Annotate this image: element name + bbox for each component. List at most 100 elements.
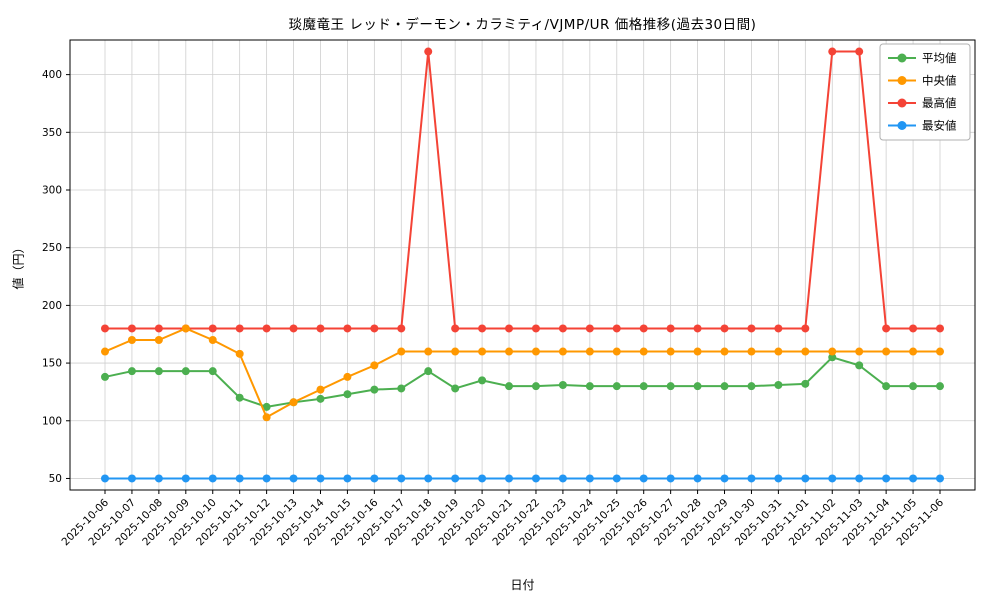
- series-point: [181, 474, 190, 483]
- legend-item-label: 最安値: [922, 119, 957, 133]
- series-point: [154, 324, 163, 333]
- series-point: [289, 324, 298, 333]
- series-point: [505, 382, 514, 391]
- series-point: [855, 347, 864, 356]
- y-tick-label: 250: [42, 242, 62, 254]
- series-point: [585, 324, 594, 333]
- series-point: [101, 372, 109, 381]
- series-point: [774, 324, 783, 333]
- y-tick-label: 400: [42, 69, 62, 81]
- legend-item-label: 最高値: [922, 96, 957, 110]
- series-point: [720, 474, 729, 483]
- series-point: [801, 347, 810, 356]
- series-point: [127, 367, 136, 376]
- series-point: [909, 324, 918, 333]
- series-point: [370, 474, 379, 483]
- series-line: [105, 50, 940, 330]
- series-point: [505, 474, 514, 483]
- y-tick-label: 350: [42, 127, 62, 139]
- series-line: [104, 356, 940, 408]
- series-point: [909, 382, 918, 391]
- series-point: [882, 382, 891, 391]
- series-point: [154, 336, 163, 344]
- series-point: [585, 474, 594, 483]
- series-point: [882, 347, 891, 356]
- series-point: [801, 324, 810, 333]
- series-point: [558, 381, 567, 389]
- series-point: [693, 382, 702, 391]
- series-point: [127, 474, 136, 483]
- series-point: [747, 382, 756, 391]
- series-point: [639, 324, 648, 333]
- series-point: [343, 390, 352, 399]
- series-point: [127, 336, 136, 344]
- series-point: [936, 474, 944, 483]
- series-point: [801, 379, 810, 388]
- series-point: [639, 382, 648, 391]
- series-point: [720, 324, 729, 333]
- series-point: [505, 324, 514, 333]
- series-point: [262, 474, 271, 483]
- series-point: [558, 347, 567, 356]
- series-point: [289, 398, 298, 407]
- series-point: [720, 347, 729, 356]
- series-point: [424, 347, 433, 356]
- series-point: [855, 474, 864, 483]
- series-point: [855, 47, 864, 56]
- series-point: [397, 384, 406, 393]
- legend-marker-dot: [897, 76, 907, 85]
- series-point: [154, 367, 163, 376]
- series-point: [882, 474, 891, 483]
- series-point: [478, 347, 487, 356]
- legend-marker-dot: [897, 53, 907, 63]
- series-point: [531, 382, 540, 391]
- series-point: [397, 474, 406, 483]
- series-point: [666, 324, 675, 333]
- series-point: [451, 474, 460, 483]
- series-point: [747, 347, 756, 356]
- series-point: [478, 324, 487, 333]
- series-point: [882, 324, 891, 333]
- series-point: [531, 347, 540, 356]
- legend-item-label: 中央値: [922, 74, 957, 88]
- series-point: [936, 347, 944, 356]
- series-point: [558, 324, 567, 333]
- series-point: [666, 347, 675, 356]
- series-point: [612, 382, 621, 391]
- series-point: [936, 324, 944, 333]
- chart-title: 琰魔竜王 レッド・デーモン・カラミティ/VJMP/UR 価格推移(過去30日間): [288, 17, 757, 33]
- series-point: [208, 474, 217, 483]
- series-point: [693, 324, 702, 333]
- y-axis-label: 値（円）: [11, 241, 26, 290]
- legend-marker-dot: [897, 98, 907, 108]
- series-point: [828, 474, 837, 483]
- y-tick-label: 100: [42, 415, 62, 427]
- series-point: [370, 385, 379, 394]
- y-tick-label: 150: [42, 358, 62, 370]
- series-point: [585, 347, 594, 356]
- series-point: [101, 474, 109, 483]
- series-point: [316, 385, 325, 394]
- series-point: [181, 324, 190, 333]
- series-point: [801, 474, 810, 483]
- series-point: [181, 367, 190, 376]
- series-point: [531, 324, 540, 333]
- series-point: [424, 47, 433, 56]
- series-point: [343, 372, 352, 381]
- series-point: [451, 347, 460, 356]
- series-point: [424, 367, 433, 376]
- series-point: [612, 474, 621, 483]
- series-point: [127, 324, 136, 333]
- series-point: [451, 384, 460, 393]
- series-point: [936, 382, 944, 391]
- series-point: [774, 474, 783, 483]
- series-point: [505, 347, 514, 356]
- series-point: [289, 474, 298, 483]
- series-point: [747, 324, 756, 333]
- series-point: [909, 347, 918, 356]
- series-point: [397, 347, 406, 356]
- series-point: [235, 324, 244, 333]
- series-point: [612, 324, 621, 333]
